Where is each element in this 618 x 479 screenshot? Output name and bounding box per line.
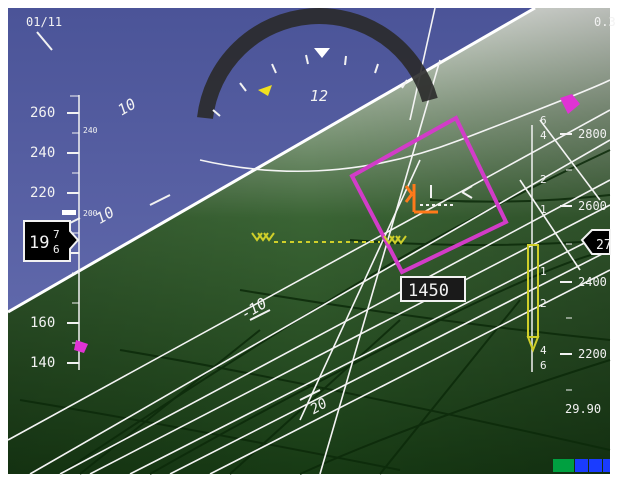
vsi-label: 2 — [540, 297, 547, 310]
top-right-readout: 0.3 — [594, 15, 616, 29]
airspeed-small-mark: 200 — [83, 209, 98, 218]
status-indicators — [553, 459, 610, 472]
trend-marker-right — [560, 94, 580, 114]
pitch-label-minus-twenty: 20 — [308, 396, 331, 418]
vsi-label: 1 — [540, 265, 547, 278]
center-readout-box: 1450 — [400, 276, 466, 302]
airspeed-tick: 140 — [30, 355, 55, 371]
airspeed-tape: 260 240 220 180 160 140 240 200 — [30, 95, 98, 371]
acceleration-chevrons-right — [383, 235, 407, 245]
altimeter-setting: 29.90 — [565, 402, 601, 416]
altitude-tick: 2400 — [578, 275, 607, 289]
heading-bug-icon — [258, 85, 272, 96]
airspeed-box-digit: 6 — [53, 243, 60, 256]
airspeed-box: 19 7 6 — [23, 220, 80, 262]
top-left-readout: 01/11 — [26, 15, 62, 29]
terrain-grid — [19, 149, 611, 475]
altitude-box-value: 27 — [596, 238, 612, 253]
altitude-tick: 2800 — [578, 127, 607, 141]
acceleration-chevrons-left — [251, 232, 380, 243]
vsi-label: 4 — [540, 129, 547, 142]
airspeed-tick: 220 — [30, 185, 55, 201]
vsi-label: 4 — [540, 344, 547, 357]
heading-arc-ticks — [212, 54, 408, 117]
aircraft-reference-symbol — [420, 185, 473, 206]
heading-pointer — [314, 48, 330, 58]
vsi-label: 1 — [540, 203, 547, 216]
altitude-tick: 2600 — [578, 199, 607, 213]
altitude-box: 27 — [580, 229, 612, 255]
flight-path-marker — [404, 184, 438, 214]
altitude-tick: 2200 — [578, 347, 607, 361]
flight-director-box — [349, 115, 509, 275]
altitude-tape: 2800 2600 2400 2200 — [560, 127, 607, 391]
heading-value: 12 — [310, 87, 328, 105]
heading-arc — [197, 8, 438, 119]
vsi-label: 2 — [540, 173, 547, 186]
airspeed-bug — [62, 210, 76, 215]
vsi-label: 6 — [540, 359, 547, 372]
terrain-lines — [7, 7, 611, 475]
vsi-label: 6 — [540, 114, 547, 127]
horizon-line — [7, 6, 536, 314]
airspeed-tick: 240 — [30, 145, 55, 161]
airspeed-tick: 260 — [30, 105, 55, 121]
center-readout-value: 1450 — [408, 281, 449, 301]
airspeed-small-mark: 240 — [83, 126, 98, 135]
trend-marker-left — [74, 340, 88, 353]
vertical-speed-scale: 6 4 2 1 1 2 4 6 — [526, 114, 547, 372]
airspeed-box-main: 19 — [29, 233, 49, 253]
airspeed-box-digit: 7 — [53, 228, 60, 241]
top-left-arrow-icon — [36, 31, 53, 51]
airspeed-tick: 160 — [30, 315, 55, 331]
